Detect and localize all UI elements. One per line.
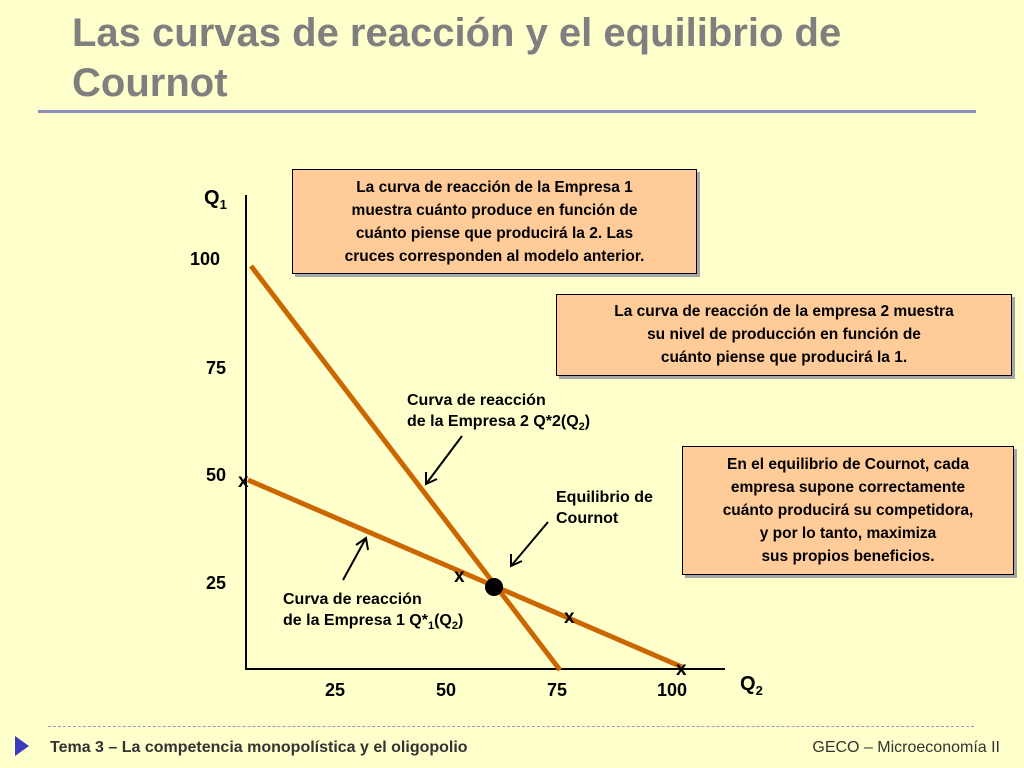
x-tick-label: 100 — [657, 680, 688, 700]
y-tick-label: 75 — [206, 358, 227, 378]
cross-marker: x — [238, 471, 249, 492]
play-arrow-icon — [15, 736, 29, 756]
footer-course: GECO – Microeconomía II — [812, 739, 1000, 756]
reaction-curve-firm2 — [249, 264, 562, 672]
cross-marker: x — [454, 566, 465, 587]
curve2-arrowhead — [425, 472, 438, 486]
y-tick-label: 25 — [206, 573, 227, 593]
footer-topic: Tema 3 – La competencia monopolística y … — [50, 739, 468, 756]
curve2-label: Curva de reacción de la Empresa 2 Q*2(Q2… — [407, 392, 591, 434]
cross-marker: x — [564, 607, 575, 628]
x-axis-label: Q2 — [740, 673, 763, 698]
firm1-explanation-box: La curva de reacción de la Empresa 1 mue… — [292, 169, 697, 274]
reaction-curve-firm1 — [247, 477, 683, 670]
curve1-label: Curva de reacción de la Empresa 1 Q*1(Q2… — [283, 591, 464, 633]
equilibrium-label: Equilibrio de Cournot — [556, 489, 653, 527]
title-divider — [38, 110, 976, 113]
footer-divider — [48, 726, 974, 727]
slide-title: Las curvas de reacción y el equilibrio d… — [72, 11, 842, 105]
equilibrium-arrowhead — [510, 554, 523, 568]
x-tick-label: 25 — [325, 680, 346, 700]
curve2-pointer-arrow — [425, 435, 463, 485]
equilibrium-pointer-arrow — [510, 521, 549, 567]
y-axis-label: Q1 — [204, 187, 227, 212]
curve1-pointer-arrow — [342, 537, 367, 581]
x-tick-label: 75 — [547, 680, 568, 700]
firm2-explanation-box: La curva de reacción de la empresa 2 mue… — [556, 294, 1012, 376]
curve1-arrowhead — [355, 536, 369, 551]
cross-marker: x — [676, 659, 687, 680]
equilibrium-explanation-box: En el equilibrio de Cournot, cada empres… — [682, 446, 1014, 575]
y-tick-label: 50 — [206, 465, 227, 485]
x-tick-label: 50 — [436, 680, 457, 700]
equilibrium-point — [485, 578, 503, 596]
y-tick-label: 100 — [190, 249, 221, 269]
